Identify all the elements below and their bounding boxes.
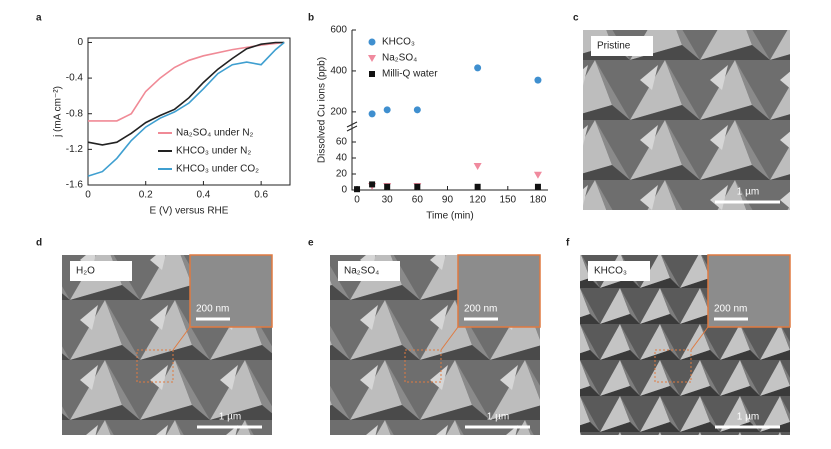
y-tick-label: -0.8 (66, 108, 84, 119)
panel-label: e (308, 238, 314, 249)
inset-image (457, 254, 541, 328)
y-tick-label: 60 (336, 137, 348, 148)
image-panels: c Pristine 1 µm d H₂O 1 µm 200 nm e Na₂SO₄ 1 µm 20… (36, 13, 791, 435)
x-axis-label: Time (min) (426, 211, 473, 222)
label-box (338, 261, 400, 281)
image-label: H₂O (76, 266, 95, 277)
legend-label: KHCO₃ (382, 37, 415, 48)
x-tick-label: 0 (354, 195, 360, 206)
inset-connector (690, 326, 709, 351)
curve (87, 41, 285, 146)
point (473, 163, 482, 170)
legend-label: Milli-Q water (382, 69, 438, 80)
y-tick-label: -1.6 (66, 180, 84, 191)
y-axis-label: Dissolved Cu ions (ppb) (317, 57, 328, 163)
point (474, 64, 482, 72)
point (474, 183, 481, 190)
inset-box (136, 349, 174, 383)
y-tick-label: 40 (336, 153, 348, 164)
point (368, 55, 376, 62)
y-tick-label: 600 (330, 25, 347, 36)
image-label: Na₂SO₄ (344, 266, 379, 277)
label-box (591, 36, 653, 56)
legend-label: KHCO₃ under N₂ (176, 146, 251, 157)
point (534, 76, 542, 84)
x-tick-label: 120 (469, 195, 486, 206)
inset-box (404, 349, 442, 383)
point (368, 110, 376, 118)
label-box (70, 261, 132, 281)
label-box (588, 261, 650, 281)
legend-label: Na₂SO₄ under N₂ (176, 128, 254, 139)
curve (87, 41, 285, 177)
inset-image (707, 254, 791, 328)
image-label: KHCO₃ (594, 266, 627, 277)
x-tick-label: 60 (412, 195, 424, 206)
x-axis-label: E (V) versus RHE (150, 206, 229, 217)
point (369, 71, 375, 77)
inset-connector (440, 326, 459, 351)
y-tick-label: 20 (336, 169, 348, 180)
scale-label: 1 µm (737, 187, 759, 198)
x-tick-label: 0 (85, 190, 91, 201)
x-tick-label: 150 (499, 195, 516, 206)
image-label: Pristine (597, 41, 631, 52)
plot-frame (87, 37, 291, 186)
x-tick-label: 30 (382, 195, 394, 206)
y-tick-label: 200 (330, 107, 347, 118)
y-tick-label: 0 (77, 37, 83, 48)
panel-label: d (36, 238, 42, 249)
panel-label: f (566, 238, 570, 249)
panel-label: c (573, 13, 579, 24)
inset-connector (172, 326, 191, 351)
legend-label: KHCO₃ under CO₂ (176, 164, 259, 175)
x-tick-label: 0.6 (254, 190, 268, 201)
x-tick-label: 0.4 (196, 190, 210, 201)
x-tick-label: 90 (442, 195, 454, 206)
x-tick-label: 180 (530, 195, 547, 206)
y-tick-label: 400 (330, 66, 347, 77)
point (369, 181, 376, 188)
panel-label: a (36, 13, 42, 24)
inset-scale-label: 200 nm (464, 304, 497, 315)
scale-label: 1 µm (737, 412, 759, 423)
point (533, 171, 542, 179)
inset-box (654, 349, 692, 383)
y-tick-label: 0 (341, 185, 347, 196)
curve (88, 41, 285, 122)
x-tick-label: 0.2 (139, 190, 153, 201)
y-tick-label: -0.4 (66, 73, 84, 84)
point (413, 106, 421, 114)
point (534, 183, 541, 190)
sem-image (583, 30, 790, 210)
point (414, 183, 421, 190)
point (384, 183, 391, 190)
y-tick-label: -1.2 (66, 144, 84, 155)
panel-label: b (308, 13, 314, 24)
scale-label: 1 µm (487, 412, 509, 423)
point (368, 38, 376, 46)
inset-image (189, 254, 273, 328)
inset-scale-label: 200 nm (714, 304, 747, 315)
inset-scale-label: 200 nm (196, 304, 229, 315)
point (383, 106, 391, 114)
point (354, 186, 361, 193)
legend-label: Na₂SO₄ (382, 53, 417, 64)
y-axis-label: j (mA cm⁻²) (53, 86, 64, 138)
scale-label: 1 µm (219, 412, 241, 423)
